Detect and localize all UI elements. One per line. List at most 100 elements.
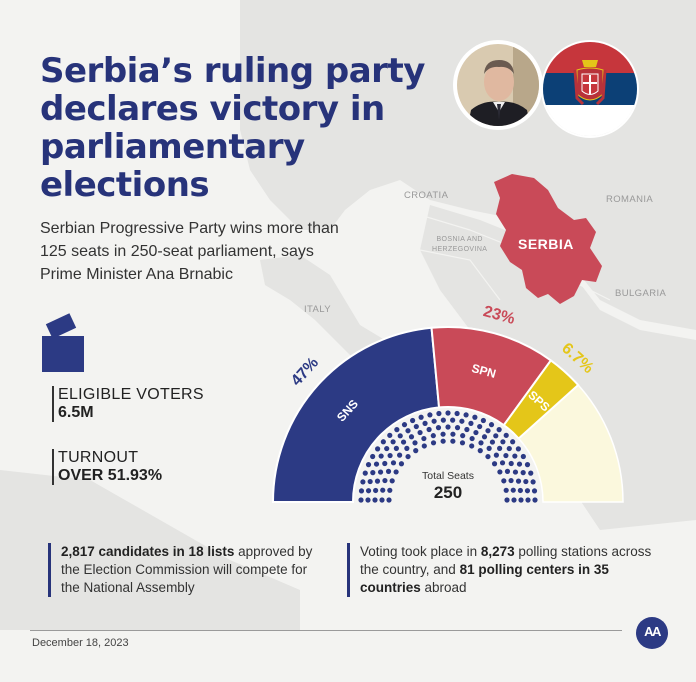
seat-dot: [382, 477, 388, 484]
seat-dot: [501, 478, 507, 484]
seat-dot: [488, 422, 495, 428]
seat-dot: [500, 439, 506, 445]
seat-dot: [459, 418, 465, 424]
polling-note-text-3: abroad: [420, 580, 467, 595]
seat-dot: [499, 460, 506, 466]
seat-dot: [485, 453, 491, 460]
seat-dot: [390, 439, 396, 445]
seat-dot: [398, 461, 405, 467]
seat-dot: [362, 470, 368, 476]
seat-dot: [382, 460, 388, 467]
headline: Serbia’s ruling party declares victory i…: [40, 51, 425, 205]
seat-dot: [460, 433, 466, 439]
seat-dot: [387, 487, 393, 493]
seat-dot: [503, 487, 509, 493]
seat-dot: [528, 470, 534, 476]
seat-dot: [435, 425, 442, 431]
seat-dot: [464, 426, 470, 433]
subheadline: Serbian Progressive Party wins more than…: [40, 220, 339, 283]
seat-dot: [380, 439, 386, 445]
seat-dot: [504, 468, 511, 474]
publish-date: December 18, 2023: [32, 637, 129, 649]
seat-dot: [372, 497, 378, 503]
seat-dot: [512, 469, 519, 475]
ballot-box-icon: [42, 313, 84, 372]
seat-dot: [440, 417, 446, 423]
value-label-spn: 23%: [481, 303, 516, 328]
seat-dot: [373, 461, 380, 467]
seat-dot: [525, 497, 531, 503]
agency-logo-text: AA: [644, 624, 661, 639]
agency-logo: AA: [636, 617, 668, 649]
seat-dot: [380, 487, 386, 493]
seat-dot: [408, 434, 415, 440]
seat-dot: [480, 417, 486, 424]
eligible-voters-value: 6.5M: [58, 404, 94, 421]
seat-dot: [524, 488, 531, 494]
seat-dot: [412, 440, 418, 446]
seat-dot: [515, 478, 522, 484]
seat-dot: [430, 433, 436, 439]
candidates-note: 2,817 candidates in 18 lists approved by…: [48, 543, 323, 597]
seat-dot: [373, 487, 379, 494]
map-label-bosnia-line2: HERZEGOVINA: [432, 246, 488, 253]
map-label-serbia: SERBIA: [518, 236, 574, 252]
turnout-stat: TURNOUT OVER 51.93%: [52, 449, 162, 485]
seat-dot: [413, 448, 419, 454]
seat-dot: [518, 497, 524, 503]
seat-dot: [450, 431, 456, 437]
seat-dot: [360, 479, 366, 485]
seat-dot: [370, 453, 376, 460]
seat-dot: [390, 460, 397, 466]
seat-dot: [393, 469, 399, 475]
seat-dot: [503, 452, 509, 459]
seat-dot: [493, 433, 499, 439]
seat-dot: [468, 420, 474, 426]
seat-dot: [496, 427, 502, 433]
seat-dot: [454, 410, 460, 417]
seat-dot: [489, 439, 496, 445]
map-south-coast: [0, 470, 300, 630]
seat-dot: [417, 429, 423, 436]
portrait-frame: [453, 40, 543, 130]
seat-dot: [491, 461, 498, 467]
seat-dot: [510, 439, 516, 445]
seat-dot: [497, 469, 503, 475]
seat-dot: [508, 460, 514, 467]
seat-dot: [512, 453, 518, 459]
seat-dot: [469, 443, 475, 449]
seat-dot: [365, 488, 372, 494]
seat-dot: [532, 497, 538, 503]
candidates-note-text: approved by the Election Commission will…: [61, 544, 313, 595]
seat-dot: [520, 470, 526, 476]
seat-dot: [410, 417, 416, 424]
seat-dot: [463, 412, 469, 418]
seat-dot: [393, 445, 399, 451]
seat-dot: [374, 478, 381, 484]
seat-dot: [445, 410, 451, 416]
seat-dot: [440, 431, 446, 437]
seat-dot: [506, 445, 512, 452]
seat-dot: [426, 426, 432, 433]
map-label-bulgaria: BULGARIA: [615, 288, 667, 299]
seat-dot: [389, 478, 395, 484]
seat-dot: [421, 443, 427, 449]
serbia-map-shape: [494, 174, 602, 304]
seat-dot: [477, 423, 483, 430]
seat-dot: [469, 435, 475, 442]
seat-dot: [478, 440, 484, 446]
seat-dot: [431, 418, 437, 424]
seat-dot: [386, 497, 392, 503]
seat-dot: [516, 461, 523, 467]
seat-dot: [440, 438, 446, 444]
seat-dot: [379, 497, 385, 503]
seat-dot: [511, 497, 517, 503]
seat-dot: [523, 478, 529, 485]
seat-dot: [497, 445, 503, 451]
seat-dot: [377, 469, 384, 475]
seat-dot: [472, 414, 478, 420]
seat-dot: [418, 414, 424, 420]
total-seats-value: 250: [433, 483, 463, 502]
map-label-croatia: CROATIA: [404, 190, 449, 201]
seat-dot: [510, 487, 516, 493]
